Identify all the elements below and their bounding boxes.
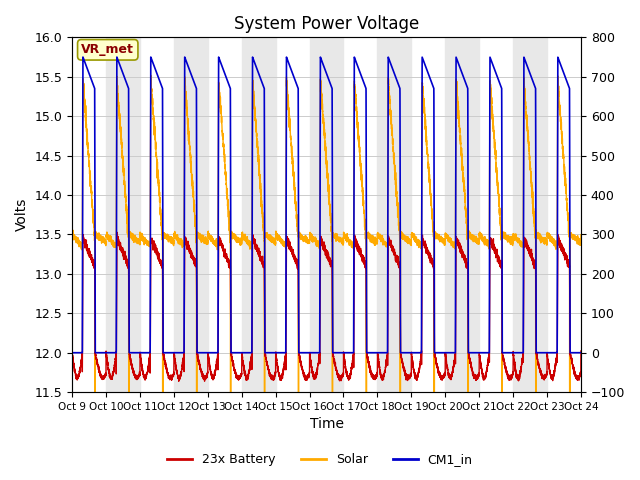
CM1_in bbox=[68, 350, 76, 356]
Legend: 23x Battery, Solar, CM1_in: 23x Battery, Solar, CM1_in bbox=[163, 448, 477, 471]
Line: Solar: Solar bbox=[72, 75, 581, 480]
CM1_in bbox=[79, 54, 87, 60]
X-axis label: Time: Time bbox=[310, 418, 344, 432]
23x Battery bbox=[469, 372, 477, 377]
23x Battery bbox=[575, 373, 583, 379]
Bar bbox=[445, 37, 479, 392]
CM1_in bbox=[469, 350, 477, 356]
Solar bbox=[575, 242, 583, 248]
CM1_in bbox=[172, 350, 180, 356]
Bar bbox=[242, 37, 276, 392]
Title: System Power Voltage: System Power Voltage bbox=[234, 15, 419, 33]
Line: 23x Battery: 23x Battery bbox=[72, 232, 581, 381]
Solar bbox=[469, 237, 477, 243]
Solar bbox=[177, 239, 185, 245]
23x Battery bbox=[397, 349, 404, 355]
Line: CM1_in: CM1_in bbox=[72, 57, 581, 353]
Bar bbox=[378, 37, 412, 392]
Bar bbox=[106, 37, 140, 392]
Solar bbox=[68, 232, 76, 238]
Solar bbox=[259, 216, 266, 221]
Solar bbox=[577, 232, 585, 238]
23x Battery bbox=[68, 349, 76, 355]
23x Battery bbox=[577, 348, 585, 354]
Bar bbox=[310, 37, 344, 392]
Text: VR_met: VR_met bbox=[81, 43, 134, 56]
23x Battery bbox=[172, 363, 180, 369]
CM1_in bbox=[177, 350, 185, 356]
23x Battery bbox=[259, 260, 267, 266]
Solar bbox=[147, 72, 155, 78]
CM1_in bbox=[259, 81, 266, 87]
CM1_in bbox=[575, 350, 583, 356]
23x Battery bbox=[113, 229, 121, 235]
23x Battery bbox=[177, 370, 185, 375]
Bar bbox=[513, 37, 547, 392]
Bar bbox=[174, 37, 208, 392]
Y-axis label: Volts: Volts bbox=[15, 198, 29, 231]
23x Battery bbox=[175, 378, 182, 384]
Solar bbox=[172, 234, 180, 240]
CM1_in bbox=[397, 337, 404, 343]
CM1_in bbox=[577, 350, 585, 356]
